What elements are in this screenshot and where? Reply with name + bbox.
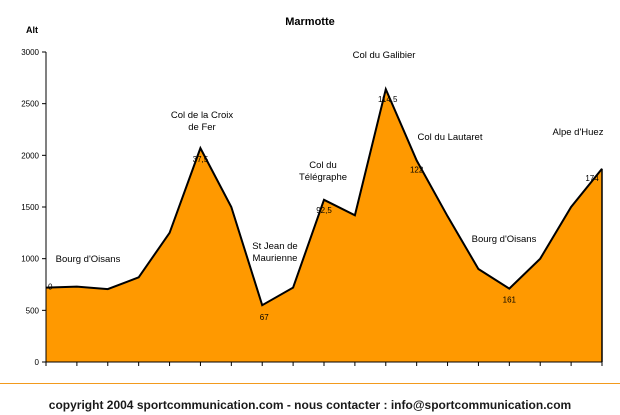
- y-tick-label: 1000: [21, 255, 39, 264]
- y-tick-label: 2500: [21, 100, 39, 109]
- y-tick-label: 0: [35, 358, 40, 367]
- y-tick-label: 3000: [21, 48, 39, 57]
- place-label: Télégraphe: [299, 172, 347, 183]
- place-label: St Jean de: [252, 241, 297, 252]
- footer-divider: [0, 383, 620, 384]
- place-label: de Fer: [188, 122, 215, 133]
- place-label: Col de la Croix: [171, 110, 234, 121]
- km-marker-label: 92,5: [316, 206, 332, 215]
- place-label: Col du Galibier: [353, 50, 416, 61]
- elevation-line: [45, 86, 603, 307]
- km-marker-label: 161: [503, 296, 517, 305]
- y-axis-label: Alt: [26, 25, 38, 35]
- place-label: Bourg d'Oisans: [472, 234, 537, 245]
- place-label: Col du Lautaret: [418, 132, 483, 143]
- chart-title: Marmotte: [285, 16, 335, 28]
- place-label: Bourg d'Oisans: [56, 254, 121, 265]
- elevation-area: [46, 89, 602, 362]
- km-marker-label: 174: [585, 174, 599, 183]
- km-marker-label: 67: [260, 313, 269, 322]
- place-label: Alpe d'Huez: [553, 127, 604, 138]
- place-label: Maurienne: [253, 253, 298, 264]
- y-tick-label: 1500: [21, 203, 39, 212]
- y-tick-label: 2000: [21, 151, 39, 160]
- footer-copyright: copyright 2004 sportcommunication.com - …: [48, 398, 572, 412]
- place-label: Col du: [309, 160, 336, 171]
- km-marker-label: 0: [48, 283, 53, 292]
- elevation-chart: Marmotte Alt 0 500 1000 1500 2000 2500 3000 0 37,5…: [21, 16, 604, 367]
- km-marker-label: 122: [410, 166, 424, 175]
- km-marker-label: 114,5: [378, 95, 398, 104]
- km-marker-label: 37,5: [193, 155, 209, 164]
- chart-svg: Marmotte Alt 0 500 1000 1500 2000 2500 3000 0 37,5…: [21, 16, 604, 367]
- y-tick-label: 500: [26, 306, 40, 315]
